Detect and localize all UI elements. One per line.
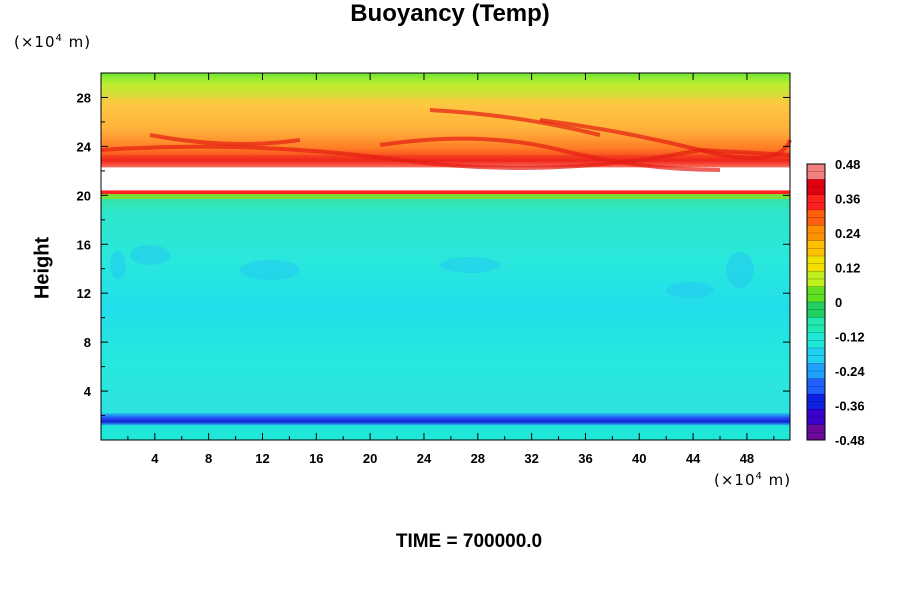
colorbar-swatch-13 bbox=[807, 363, 825, 380]
colorbar-swatch-12 bbox=[807, 348, 825, 364]
interface-green-line bbox=[101, 194, 790, 200]
colorbar-swatch-1 bbox=[807, 179, 825, 196]
streak-3 bbox=[149, 133, 301, 146]
colorbar-label: 0.12 bbox=[835, 261, 860, 276]
colorbar-swatch-3 bbox=[807, 210, 825, 226]
colorbar-label: -0.24 bbox=[835, 364, 865, 379]
y-tick-label: 4 bbox=[84, 384, 92, 399]
patch-4 bbox=[726, 252, 754, 288]
upper-warm-layer bbox=[101, 73, 790, 168]
colorbar-swatch-17 bbox=[807, 424, 825, 441]
x-tick-label: 44 bbox=[686, 451, 701, 466]
x-tick-label: 8 bbox=[205, 451, 212, 466]
patch-2 bbox=[440, 257, 500, 273]
colorbar-swatch-9 bbox=[807, 302, 825, 318]
patch-3 bbox=[666, 282, 714, 298]
colorbar-frame bbox=[806, 163, 826, 441]
mid-neutral-layer bbox=[101, 199, 790, 416]
y-axis-unit: (×104 m) bbox=[14, 33, 92, 51]
band-0 bbox=[101, 424, 790, 440]
x-tick-label: 16 bbox=[309, 451, 323, 466]
colorbar-swatch-4 bbox=[807, 225, 825, 242]
streak-2 bbox=[539, 118, 792, 160]
colorbar-label: 0.24 bbox=[835, 226, 861, 241]
y-tick-label: 28 bbox=[77, 90, 91, 105]
patch-5 bbox=[110, 251, 126, 279]
x-tick-label: 40 bbox=[632, 451, 646, 466]
colorbar-swatch-7 bbox=[807, 271, 825, 288]
contour-streaks bbox=[100, 108, 792, 298]
x-tick-label: 28 bbox=[471, 451, 485, 466]
patch-1 bbox=[240, 260, 300, 280]
colorbar-swatch-14 bbox=[807, 378, 825, 395]
colorbar-swatch-15 bbox=[807, 394, 825, 410]
y-tick-label: 24 bbox=[77, 139, 92, 154]
colorbar-swatch-8 bbox=[807, 286, 825, 303]
lower-cold-layer bbox=[101, 413, 790, 426]
colorbar-label: 0 bbox=[835, 295, 842, 310]
plot-frame bbox=[100, 72, 791, 441]
x-tick-label: 12 bbox=[255, 451, 269, 466]
x-tick-label: 48 bbox=[740, 451, 754, 466]
x-tick-label: 36 bbox=[578, 451, 592, 466]
x-tick-label: 4 bbox=[151, 451, 159, 466]
colorbar-swatch-2 bbox=[807, 194, 825, 211]
x-tick-label: 32 bbox=[524, 451, 538, 466]
warm-interface-line bbox=[101, 190, 790, 195]
y-tick-label: 20 bbox=[77, 188, 91, 203]
colorbar-swatch-16 bbox=[807, 409, 825, 426]
x-tick-label: 24 bbox=[417, 451, 432, 466]
streak-4 bbox=[429, 108, 601, 137]
y-tick-label: 8 bbox=[84, 335, 91, 350]
colorbar-label: -0.36 bbox=[835, 399, 865, 414]
time-caption: TIME = 700000.0 bbox=[395, 531, 543, 552]
colorbar-swatch-0 bbox=[807, 164, 825, 180]
colorbar-swatch-5 bbox=[807, 240, 825, 257]
colorbar: 0.48 0.36 0.24 0.12 0 -0.12 -0.24 -0.36 -0.48 bbox=[806, 157, 865, 448]
colorbar-swatch-6 bbox=[807, 256, 825, 272]
x-tick-label: 20 bbox=[363, 451, 377, 466]
plot-area bbox=[101, 73, 790, 440]
x-axis-unit: (×104 m) bbox=[714, 471, 792, 489]
y-tick-label: 16 bbox=[77, 237, 91, 252]
streak-1 bbox=[379, 136, 721, 172]
patch-0 bbox=[130, 245, 170, 265]
colorbar-label: -0.48 bbox=[835, 433, 865, 448]
colorbar-swatch-11 bbox=[807, 332, 825, 349]
colorbar-label: 0.48 bbox=[835, 157, 860, 172]
colorbar-label: -0.12 bbox=[835, 330, 865, 345]
colorbar-label: 0.36 bbox=[835, 192, 860, 207]
colorbar-swatch-10 bbox=[807, 317, 825, 334]
y-tick-label: 12 bbox=[77, 286, 91, 301]
chart-title: Buoyancy (Temp) bbox=[350, 0, 550, 27]
